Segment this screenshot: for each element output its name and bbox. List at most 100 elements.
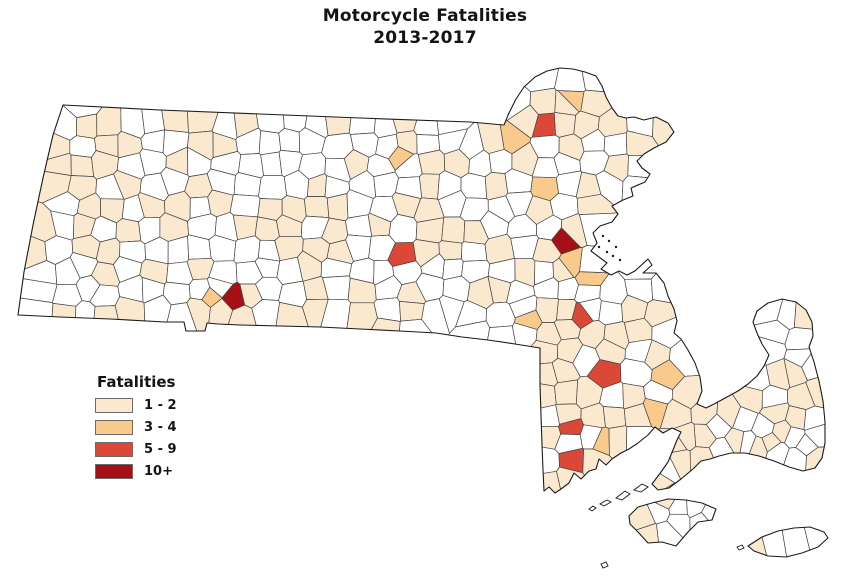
town-cell: [69, 135, 97, 158]
town-cell: [650, 215, 734, 309]
harbor-island-dot: [614, 245, 618, 249]
harbor-island-dot: [611, 254, 615, 258]
town-cell: [326, 193, 349, 222]
town-cell: [438, 240, 463, 261]
town-cell: [300, 317, 401, 557]
town-cell: [205, 298, 234, 388]
town-cell: [447, 425, 562, 450]
map-title-line2: 2013-2017: [373, 28, 477, 49]
town-cell: [419, 173, 440, 200]
town-cell: [761, 432, 782, 453]
town-cell: [366, 153, 396, 178]
map-title-line1: Motorcycle Fatalities: [322, 6, 528, 26]
town-cell: [785, 405, 807, 430]
town-cell: [803, 405, 828, 431]
town-cell: [374, 318, 445, 557]
town-cell: [553, 112, 577, 138]
town-cell: [582, 448, 625, 504]
legend-row: 3 - 4: [95, 420, 177, 435]
legend-swatch-1-2: [95, 398, 133, 413]
town-cell: [345, 214, 373, 238]
legend-swatch-5-9: [95, 442, 133, 457]
map-title: Motorcycle Fatalities 2013-2017: [0, 5, 850, 49]
town-cell: [304, 68, 329, 139]
town-cell: [621, 175, 770, 228]
state-outline: [628, 498, 717, 547]
town-cell: [554, 379, 579, 405]
town-cell: [689, 512, 727, 557]
town-cell: [595, 170, 624, 212]
town-cell: [258, 130, 282, 156]
town-cell: [18, 470, 576, 557]
town-cell: [556, 466, 605, 556]
town-cell: [96, 83, 122, 137]
legend: Fatalities 1 - 2 3 - 4 5 - 9 10+: [95, 373, 177, 486]
town-cell: [511, 322, 538, 362]
town-cell: [580, 402, 606, 429]
town-cell: [233, 235, 261, 264]
town-cell: [254, 216, 280, 241]
legend-swatch-10plus: [95, 464, 133, 479]
town-cell: [652, 68, 828, 248]
town-cells: [18, 68, 828, 557]
legend-label-1-2: 1 - 2: [144, 398, 177, 413]
town-cell: [258, 174, 288, 200]
town-cell: [415, 217, 445, 244]
town-cell: [783, 358, 808, 389]
town-cell: [603, 132, 628, 157]
town-cell: [506, 362, 559, 387]
island: [588, 505, 597, 512]
town-cell: [701, 483, 756, 541]
town-cell: [251, 299, 280, 374]
town-cell: [784, 327, 828, 351]
town-cell: [485, 301, 516, 328]
town-cell: [602, 406, 627, 429]
town-cell: [260, 151, 283, 176]
legend-label-10plus: 10+: [144, 464, 173, 479]
town-cell: [303, 196, 330, 218]
town-cell: [804, 414, 828, 448]
harbor-island-dot: [607, 239, 611, 243]
state-outline: [747, 526, 829, 558]
town-cell: [206, 276, 234, 299]
town-cell: [803, 446, 828, 498]
harbor-island-dot: [601, 234, 605, 238]
town-cell: [488, 149, 513, 174]
legend-heading: Fatalities: [97, 373, 176, 391]
island: [599, 499, 612, 507]
town-cell: [462, 68, 531, 121]
legend-label-5-9: 5 - 9: [144, 442, 177, 457]
town-cell: [598, 300, 624, 326]
legend-row: 10+: [95, 464, 177, 479]
island: [615, 490, 631, 501]
harbor-island-dot: [605, 250, 609, 254]
legend-swatch-3-4: [95, 420, 133, 435]
town-cell: [608, 425, 628, 472]
town-cell: [18, 293, 54, 557]
town-cell: [579, 490, 656, 550]
town-cell: [33, 303, 77, 557]
town-cell: [554, 68, 586, 92]
town-cell: [119, 68, 146, 139]
town-cell: [552, 257, 575, 283]
town-cell: [70, 154, 95, 177]
legend-row: 5 - 9: [95, 442, 177, 457]
town-cell: [278, 127, 301, 153]
town-cell: [461, 241, 488, 262]
town-cell: [417, 149, 446, 175]
town-cell: [460, 172, 488, 199]
town-cell: [211, 76, 238, 140]
town-cell: [793, 68, 828, 334]
town-cell: [787, 382, 816, 410]
state-outline: [17, 67, 826, 494]
legend-label-3-4: 3 - 4: [144, 420, 177, 435]
town-cell: [18, 68, 78, 141]
town-cell: [413, 69, 440, 136]
town-cell: [268, 302, 322, 557]
town-cell: [714, 68, 828, 330]
island: [736, 544, 745, 551]
town-cell: [489, 68, 562, 93]
town-cell: [373, 72, 398, 139]
